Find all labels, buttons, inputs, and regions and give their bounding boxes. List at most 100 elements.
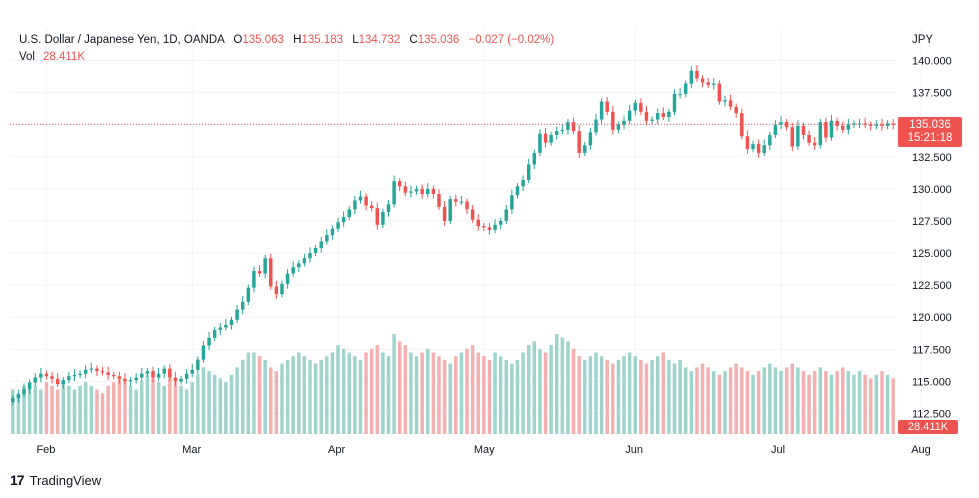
time-axis[interactable]: Feb Mar Apr May Jun Jul Aug: [36, 444, 930, 456]
candle-body: [650, 119, 654, 121]
volume-bar: [756, 371, 761, 434]
volume-bars: [11, 334, 895, 434]
candle-body: [667, 111, 671, 117]
volume-bar: [504, 359, 509, 434]
footer-brand[interactable]: 17 TradingView: [10, 472, 101, 488]
x-tick-label: Feb: [36, 444, 55, 456]
volume-bar: [179, 385, 183, 434]
y-tick-label: 137.500: [912, 88, 952, 100]
candle-body: [717, 83, 722, 102]
volume-bar: [78, 385, 82, 434]
candle-body: [280, 283, 284, 295]
candle-body: [846, 124, 851, 130]
candle-body: [812, 142, 817, 146]
volume-bar: [44, 382, 49, 434]
candle-body: [403, 186, 408, 193]
candle-body: [583, 145, 587, 153]
candle-body: [818, 122, 823, 146]
volume-bar: [297, 352, 301, 434]
volume-bar: [745, 371, 750, 434]
volume-bar: [891, 378, 895, 434]
candle-body: [426, 188, 430, 194]
candle-body: [212, 330, 217, 338]
volume-bar: [493, 352, 497, 434]
volume-bar: [325, 356, 329, 434]
y-tick-label: 127.500: [912, 216, 952, 228]
candle-body: [313, 247, 318, 254]
candle-body: [134, 377, 138, 381]
volume-bar: [168, 378, 172, 434]
y-tick-label: 112.500: [912, 409, 951, 421]
volume-bar: [717, 374, 722, 434]
volume-bar: [381, 352, 385, 434]
volume-bar: [728, 367, 733, 434]
volume-bar: [695, 367, 699, 434]
volume-bar: [740, 367, 744, 434]
candle-body: [246, 287, 251, 302]
volume-bar: [437, 356, 441, 434]
volume-bar: [751, 374, 755, 434]
candle-body: [773, 124, 778, 135]
volume-bar: [807, 374, 811, 434]
volume-bar: [678, 359, 682, 434]
candle-body: [235, 309, 239, 320]
volume-bar: [364, 352, 368, 434]
volume-bar: [588, 356, 593, 434]
candle-body: [184, 373, 189, 379]
volume-bar: [123, 382, 127, 434]
volume-bar: [852, 374, 856, 434]
volume-bar: [33, 385, 37, 434]
volume-bar: [880, 371, 884, 434]
candle-body: [409, 191, 413, 193]
candle-body: [521, 179, 525, 187]
candle-body: [571, 122, 576, 132]
candle-body: [796, 125, 800, 147]
candle-body: [285, 273, 290, 284]
candle-body: [168, 368, 172, 378]
close-label: C: [409, 34, 418, 46]
volume-bar: [319, 359, 323, 434]
candle-body: [381, 211, 385, 225]
candle-body: [498, 220, 503, 225]
symbol-title[interactable]: U.S. Dollar / Japanese Yen, 1D, OANDA: [19, 34, 225, 46]
bar-countdown: 15:21:18: [907, 132, 953, 144]
volume-bar: [846, 371, 851, 434]
volume-bar: [465, 348, 469, 434]
candle-body: [639, 102, 643, 112]
candle-body: [605, 101, 609, 112]
candle-body: [560, 129, 565, 132]
volume-bar: [246, 352, 251, 434]
volume-bar: [100, 393, 105, 434]
volume-bar: [442, 359, 447, 434]
volume-bar: [583, 359, 587, 434]
candle-body: [67, 376, 71, 381]
volume-legend[interactable]: Vol 28.411K: [19, 51, 85, 63]
volume-bar: [498, 356, 503, 434]
volume-bar: [117, 378, 122, 434]
volume-bar: [67, 385, 71, 434]
volume-bar: [353, 356, 357, 434]
volume-bar: [207, 371, 211, 434]
legend-header[interactable]: U.S. Dollar / Japanese Yen, 1D, OANDA O1…: [19, 34, 554, 46]
candle-body: [880, 124, 884, 126]
candle-body: [78, 373, 82, 375]
candle-body: [330, 228, 335, 236]
candle-body: [341, 217, 346, 223]
candle-body: [179, 378, 183, 382]
volume-bar: [515, 359, 520, 434]
candle-body: [599, 101, 604, 120]
candle-body: [224, 324, 228, 328]
price-axis[interactable]: 140.000137.500135.000132.500130.000127.5…: [912, 56, 952, 421]
candle-body: [240, 301, 245, 310]
volume-bar: [594, 352, 598, 434]
candle-body: [386, 204, 391, 212]
change-value: −0.027 (−0.02%): [468, 34, 555, 46]
candle-body: [39, 373, 43, 378]
x-tick-label: Aug: [911, 444, 931, 456]
candle-body: [190, 369, 194, 374]
candle-body: [577, 131, 581, 153]
volume-bar: [11, 389, 15, 434]
volume-bar: [83, 382, 88, 434]
candle-body: [454, 199, 458, 202]
